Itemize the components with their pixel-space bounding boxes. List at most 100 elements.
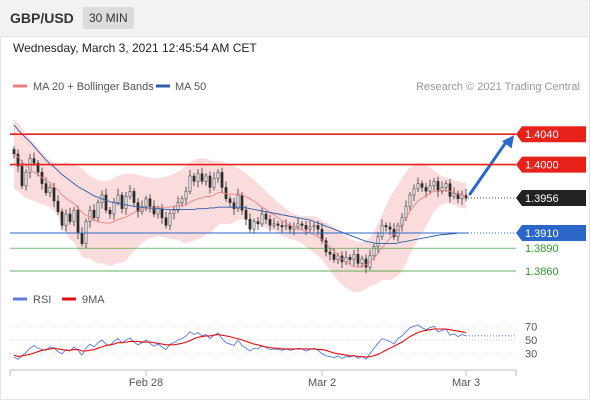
candle (204, 172, 208, 186)
candle (236, 188, 240, 212)
candle (416, 177, 420, 192)
candle-body (424, 187, 428, 192)
candle-body (444, 183, 448, 188)
candle (300, 220, 304, 230)
candle (252, 218, 256, 234)
candle (412, 184, 416, 202)
rsi-ma-line (13, 328, 467, 358)
candle (12, 146, 16, 159)
candle-body (176, 202, 180, 211)
candle-body (328, 251, 332, 255)
candle-body (316, 225, 320, 230)
candle-body (384, 225, 388, 228)
rsi-legend: RSI 9MA (13, 294, 105, 306)
candle (36, 160, 40, 177)
candle-body (348, 257, 352, 260)
candle-body (240, 194, 244, 211)
candle-body (352, 254, 356, 260)
candle (376, 232, 380, 253)
candle (164, 211, 168, 229)
candle-body (420, 183, 424, 188)
candle (120, 191, 124, 214)
candle-body (304, 225, 308, 230)
bollinger-band (14, 119, 466, 293)
candle-body (388, 226, 392, 230)
candle (280, 220, 284, 233)
candle-body (148, 198, 152, 207)
candle (168, 210, 172, 230)
candle (232, 198, 236, 215)
candle (276, 220, 280, 230)
candle-body (464, 194, 468, 199)
candle-body (416, 183, 420, 190)
candle (244, 205, 248, 226)
candle-body (212, 178, 216, 188)
candle-body (144, 198, 148, 207)
candle-body (256, 221, 260, 225)
candle-body (448, 183, 452, 197)
candle-body (204, 175, 208, 182)
candle-body (228, 198, 232, 203)
header-bar: GBP/USD 30 MIN (0, 0, 588, 37)
price-plot-area (12, 119, 514, 293)
candle (432, 178, 436, 191)
candle-body (264, 213, 268, 220)
candle (104, 188, 108, 214)
candle-body (188, 175, 192, 192)
candle-body (32, 158, 36, 164)
candle-body (456, 193, 460, 200)
timeframe-button[interactable]: 30 MIN (83, 7, 134, 29)
candle (428, 179, 432, 195)
rsi-plot-area: 70 50 30 (10, 321, 537, 361)
candle-body (36, 162, 40, 173)
candle-body (428, 185, 432, 192)
candle (148, 194, 152, 213)
candle (364, 254, 368, 274)
candle-body (16, 153, 20, 167)
candle-body (276, 223, 280, 226)
candle (356, 248, 360, 267)
candle-body (248, 219, 252, 230)
candle-body (56, 200, 60, 212)
resistance-label-box (516, 156, 586, 173)
candle-body (200, 173, 204, 182)
candle (176, 196, 180, 214)
candle (60, 208, 64, 230)
candle (208, 171, 212, 194)
candle-body (232, 202, 236, 209)
candle-body (68, 213, 72, 222)
candle-body (284, 225, 288, 228)
datetime-label: Wednesday, March 3, 2021 12:45:54 AM CET (13, 41, 257, 55)
ma20-line (13, 153, 467, 268)
candle-body (24, 171, 28, 187)
candle-body (380, 225, 384, 238)
candle (452, 187, 456, 200)
candle (216, 169, 220, 183)
candle-body (208, 175, 212, 188)
legend-label-rsi-ma: 9MA (82, 294, 105, 306)
candle (108, 207, 112, 219)
candle-body (360, 258, 364, 264)
candle (264, 210, 268, 224)
credit-label: Research © 2021 Trading Central (416, 81, 580, 93)
candle-body (272, 223, 276, 226)
candle-body (168, 212, 172, 226)
candle-body (280, 225, 284, 228)
candle-body (156, 208, 160, 215)
candle-body (88, 209, 92, 222)
candle-body (412, 188, 416, 196)
candle (220, 167, 224, 194)
candle (68, 207, 72, 225)
candle (116, 188, 120, 206)
price-legend: MA 20 + Bollinger Bands MA 50 Research ©… (13, 81, 580, 93)
candle-body (108, 209, 112, 215)
candle (440, 181, 444, 195)
support-label: 1.3890 (525, 243, 559, 255)
candle-body (180, 198, 184, 203)
candle-body (268, 219, 272, 226)
candle-body (192, 175, 196, 182)
candle (352, 249, 356, 266)
candle-body (116, 194, 120, 203)
x-axis: Feb 28 Mar 2 Mar 3 (9, 369, 517, 389)
